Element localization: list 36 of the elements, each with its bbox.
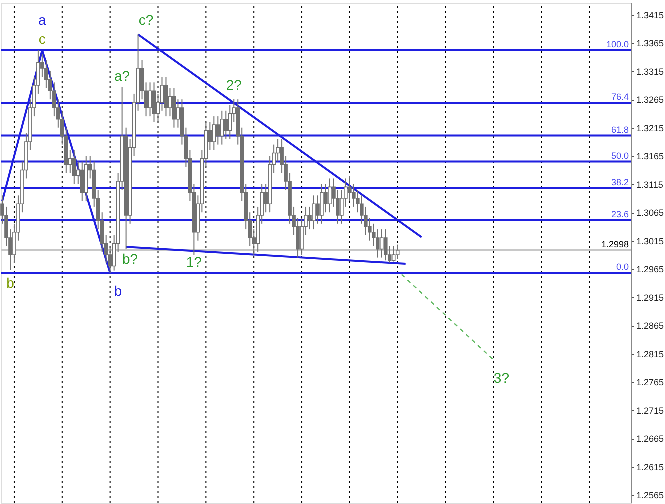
y-tick-label: 1.3215 — [636, 123, 664, 134]
y-tick-label: 1.3415 — [636, 10, 664, 20]
y-tick-label: 1.3365 — [636, 38, 664, 49]
annotation: 61.8 — [611, 124, 629, 135]
annotation: 23.6 — [611, 210, 629, 220]
y-tick-label: 1.3165 — [636, 152, 664, 162]
annotation: 2? — [226, 77, 242, 93]
annotation: a — [38, 12, 47, 28]
y-tick-label: 1.3265 — [636, 95, 664, 106]
annotation: c — [38, 31, 46, 47]
ref-line-label: 1.2998 — [601, 239, 629, 250]
y-tick-label: 1.3115 — [636, 180, 664, 190]
annotation: b — [114, 283, 122, 299]
annotation: 50.0 — [611, 150, 629, 161]
annotation: 3? — [494, 370, 510, 386]
annotation: a? — [114, 68, 130, 84]
y-tick-label: 1.3015 — [636, 236, 664, 246]
annotation: 76.4 — [611, 92, 629, 102]
y-tick-label: 1.2715 — [636, 406, 664, 416]
y-tick-label: 1.2965 — [636, 264, 664, 275]
annotation: 38.2 — [611, 177, 629, 188]
annotation: 100.0 — [606, 39, 629, 50]
annotation: b? — [122, 251, 138, 267]
y-tick-label: 1.2765 — [636, 378, 664, 388]
annotation: b — [6, 275, 15, 291]
y-tick-label: 1.2665 — [636, 434, 664, 444]
y-tick-label: 1.2915 — [636, 292, 664, 303]
annotation: 0.0 — [616, 262, 629, 272]
annotation: 1? — [186, 254, 202, 270]
y-tick-label: 1.3065 — [636, 208, 664, 218]
y-tick-label: 1.2615 — [636, 462, 664, 472]
y-tick-label: 1.2865 — [636, 321, 664, 332]
y-tick-label: 1.2815 — [636, 349, 664, 360]
annotation: c? — [138, 12, 154, 28]
y-tick-label: 1.3315 — [636, 66, 664, 77]
y-tick-label: 1.2565 — [636, 490, 664, 501]
